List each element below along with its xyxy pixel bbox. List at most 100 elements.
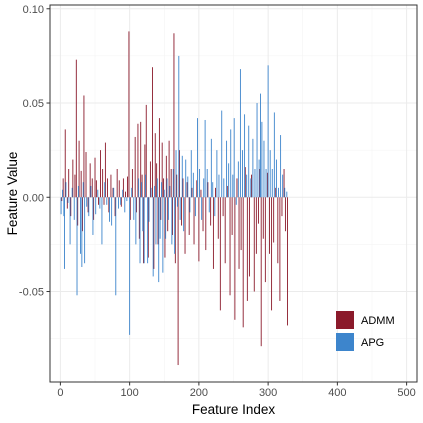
bar: [122, 178, 124, 198]
bar: [168, 140, 170, 198]
series-apg: [60, 55, 288, 335]
bar: [217, 197, 219, 239]
bar: [137, 123, 139, 198]
bar: [93, 197, 95, 220]
bar: [66, 197, 68, 209]
bar: [129, 197, 131, 335]
bar: [226, 185, 228, 198]
bar: [215, 187, 216, 198]
bar: [210, 138, 212, 198]
bar: [124, 197, 126, 213]
bar: [91, 178, 93, 198]
bar: [116, 169, 118, 198]
bar: [269, 197, 270, 254]
bar: [149, 161, 151, 198]
bar: [109, 197, 110, 222]
bar: [87, 197, 89, 213]
bar: [254, 169, 256, 198]
bar: [167, 197, 169, 220]
bar: [177, 197, 179, 366]
bar: [99, 197, 101, 209]
bar: [172, 169, 174, 198]
bar: [214, 197, 216, 217]
bar: [242, 150, 243, 198]
bar: [287, 197, 288, 326]
bar: [216, 150, 218, 198]
bar: [286, 191, 288, 198]
bar: [110, 174, 112, 198]
bar: [152, 67, 153, 198]
x-axis: 0 100 200 300 400 500: [57, 382, 416, 399]
bar: [238, 197, 240, 269]
bar: [206, 169, 208, 198]
bar: [155, 197, 157, 245]
bar: [280, 135, 282, 198]
bar: [73, 197, 75, 220]
bar: [275, 187, 277, 198]
bar: [191, 187, 193, 198]
x-tick-label: 200: [190, 387, 208, 399]
bar: [140, 182, 142, 198]
bar: [113, 187, 115, 198]
gridlines: [50, 5, 417, 382]
bar: [257, 197, 259, 224]
bar: [208, 197, 210, 213]
bar: [196, 180, 198, 198]
bar: [68, 169, 70, 198]
bar: [271, 169, 273, 198]
bar: [148, 197, 150, 222]
bar: [246, 197, 248, 301]
bar: [260, 93, 261, 198]
bar: [114, 197, 116, 217]
bar: [76, 197, 78, 296]
bar: [65, 182, 67, 198]
x-tick-label: 300: [259, 387, 277, 399]
bar: [222, 197, 224, 217]
bar: [234, 197, 236, 320]
bar: [163, 189, 165, 198]
bar: [277, 197, 279, 264]
bar: [138, 197, 140, 239]
bar: [212, 182, 214, 198]
bar: [63, 197, 65, 217]
bar: [108, 197, 110, 213]
bar: [282, 174, 284, 198]
bar: [126, 197, 128, 202]
bar: [233, 118, 235, 198]
bar: [82, 182, 84, 198]
y-tick-label: 0.00: [23, 192, 44, 204]
bar: [163, 178, 165, 198]
y-axis: -0.05 0.00 0.05 0.10: [19, 4, 50, 299]
bar: [82, 197, 83, 232]
bar: [129, 197, 131, 220]
bar: [258, 159, 260, 198]
bar: [100, 150, 101, 198]
bar: [122, 189, 124, 198]
bar: [156, 163, 158, 198]
bar: [255, 197, 257, 254]
bar: [165, 197, 167, 239]
bar: [136, 197, 138, 213]
bar: [248, 125, 250, 198]
bar: [158, 197, 160, 283]
bar: [232, 174, 234, 198]
bar: [200, 189, 202, 198]
bar: [252, 138, 254, 198]
bar: [261, 121, 263, 198]
panel-border: [49, 4, 418, 383]
bar: [171, 197, 173, 245]
bar: [64, 197, 65, 269]
bar: [256, 103, 258, 198]
bar: [203, 178, 205, 198]
bar: [86, 197, 88, 207]
legend-label-admm: ADMM: [361, 315, 395, 327]
bar: [95, 180, 97, 198]
bar: [283, 169, 285, 198]
bar: [61, 197, 63, 202]
bar: [189, 197, 191, 213]
bar: [174, 197, 176, 254]
bar: [139, 197, 141, 264]
bar: [138, 178, 140, 198]
y-tick-label: 0.05: [23, 98, 44, 110]
bar: [120, 197, 122, 207]
